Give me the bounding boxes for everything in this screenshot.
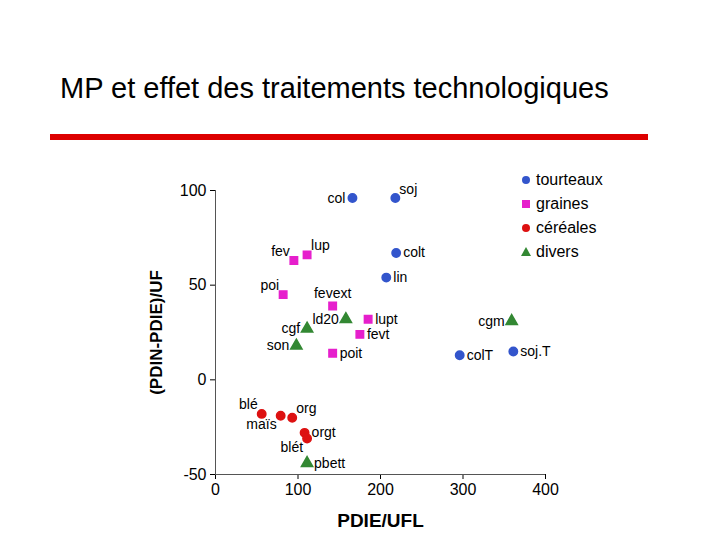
svg-text:lup: lup [311,237,330,253]
svg-text:300: 300 [450,481,477,498]
svg-text:pbett: pbett [314,455,345,471]
svg-text:orgt: orgt [312,424,336,440]
svg-text:0: 0 [211,481,220,498]
svg-text:lin: lin [393,269,407,285]
svg-text:100: 100 [285,481,312,498]
html-text:graines: graines [536,195,589,212]
svg-text:col: col [328,190,346,206]
svg-text:100: 100 [180,182,207,199]
svg-text:poi: poi [260,277,279,293]
html-text:divers: divers [536,243,579,260]
svg-text:50: 50 [189,276,207,293]
svg-text:cgf: cgf [281,320,300,336]
svg-text:-50: -50 [183,466,206,483]
svg-text:400: 400 [532,481,559,498]
svg-text:fev: fev [271,243,290,259]
svg-text:colT: colT [467,347,494,363]
svg-text:blét: blét [280,439,303,455]
svg-text:0: 0 [198,371,207,388]
svg-text:ld20: ld20 [312,311,339,327]
svg-text:org: org [296,400,316,416]
svg-text:PDIE/UFL: PDIE/UFL [337,510,424,531]
svg-text:lupt: lupt [375,311,398,327]
svg-text:cgm: cgm [478,313,504,329]
svg-text:soj: soj [399,181,417,197]
svg-text:son: son [267,337,290,353]
svg-text:soj.T: soj.T [520,343,551,359]
svg-text:(PDIN-PDIE)/UF: (PDIN-PDIE)/UF [147,270,166,395]
svg-text:maïs: maïs [246,416,276,432]
html-text:MP et effet des traitements te: MP et effet des traitements technologiqu… [60,72,609,104]
svg-text:200: 200 [367,481,394,498]
svg-text:poit: poit [340,345,363,361]
svg-text:fevt: fevt [367,326,390,342]
svg-text:blé: blé [239,396,258,412]
html-text:tourteaux: tourteaux [536,171,603,188]
svg-text:colt: colt [403,244,425,260]
html-text:céréales: céréales [536,219,597,236]
svg-text:fevext: fevext [314,285,351,301]
